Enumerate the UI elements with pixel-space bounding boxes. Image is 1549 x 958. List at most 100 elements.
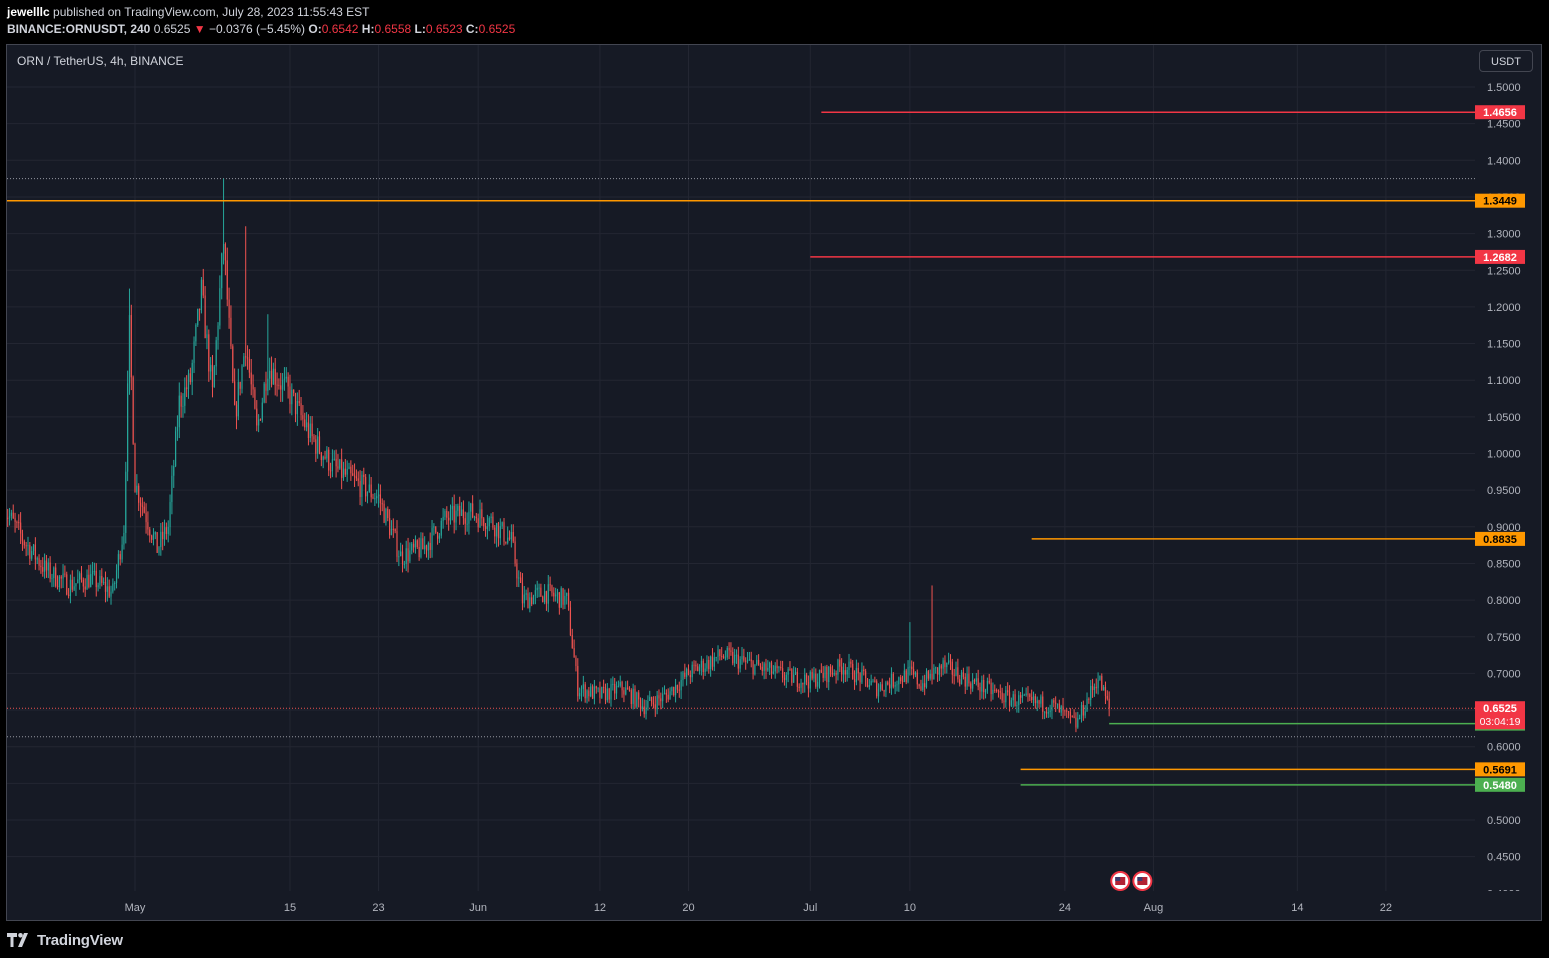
- candle-body: [911, 666, 913, 670]
- candle-body: [949, 660, 952, 662]
- candle-body: [366, 491, 369, 497]
- candle-body: [802, 682, 804, 685]
- candle-body: [468, 511, 470, 524]
- candle-body: [193, 341, 195, 363]
- candle-body: [401, 551, 404, 565]
- candle-body: [108, 586, 110, 597]
- candle-body: [948, 660, 950, 663]
- candle-body: [881, 684, 883, 691]
- candle-body: [865, 671, 867, 679]
- candle-body: [979, 687, 981, 692]
- candle-body: [490, 516, 492, 519]
- candle-body: [1042, 696, 1044, 712]
- candle-body: [84, 586, 86, 590]
- economic-event-icon[interactable]: [1132, 871, 1153, 891]
- author-name[interactable]: jewelllc: [7, 5, 50, 19]
- candle-body: [1029, 694, 1031, 697]
- candle-body: [254, 389, 256, 409]
- candle-body: [853, 679, 856, 683]
- candle-body: [101, 576, 103, 583]
- candle-body: [555, 594, 557, 597]
- candle-body: [315, 439, 317, 454]
- candle-body: [678, 689, 680, 691]
- chart-panel[interactable]: 1.50001.45001.40001.35001.30001.25001.20…: [6, 44, 1542, 921]
- candle-body: [438, 535, 441, 539]
- candle-body: [507, 537, 509, 543]
- candle-body: [656, 695, 658, 710]
- candle-body: [573, 648, 575, 658]
- candle-body: [835, 672, 837, 675]
- candle-body: [418, 547, 420, 558]
- candle-body: [256, 408, 258, 426]
- candle-body: [1021, 695, 1024, 698]
- candle-body: [38, 558, 40, 566]
- candle-body: [1091, 685, 1094, 691]
- candle-body: [601, 686, 603, 698]
- candle-body: [36, 558, 38, 560]
- candle-body: [197, 308, 199, 325]
- last-price-label: 0.6525: [1483, 703, 1517, 715]
- candle-body: [409, 550, 411, 562]
- tradingview-logo-icon: [7, 933, 28, 947]
- candle-body: [667, 694, 669, 700]
- candle-body: [320, 452, 322, 460]
- candle-body: [805, 674, 808, 683]
- candle-body: [1008, 692, 1011, 706]
- candle-body: [77, 579, 79, 584]
- candle-body: [182, 405, 184, 407]
- price-axis: 1.50001.45001.40001.35001.30001.25001.20…: [1475, 45, 1541, 920]
- candle-body: [55, 567, 57, 586]
- candle-body: [579, 692, 581, 697]
- candle-body: [1080, 705, 1083, 718]
- candle-body: [90, 574, 92, 588]
- tradingview-logo[interactable]: TradingView: [7, 930, 123, 950]
- candle-body: [868, 685, 870, 687]
- candle-body: [872, 680, 874, 682]
- candle-body: [691, 664, 693, 678]
- candle-body: [651, 697, 653, 703]
- candle-body: [560, 588, 562, 608]
- candle-body: [634, 688, 636, 707]
- candle-body: [416, 540, 418, 548]
- candle-body: [97, 585, 99, 588]
- price-axis-tick: 0.9000: [1487, 522, 1521, 534]
- candle-body: [174, 431, 177, 467]
- candle-body: [141, 505, 143, 507]
- economic-event-icon[interactable]: [1110, 871, 1131, 891]
- currency-button[interactable]: USDT: [1479, 50, 1533, 72]
- candle-body: [614, 683, 616, 694]
- candle-body: [940, 665, 942, 669]
- candle-body: [45, 560, 48, 571]
- candle-body: [970, 683, 972, 689]
- candle-body: [335, 458, 337, 467]
- candle-body: [53, 567, 55, 579]
- candle-body: [663, 692, 666, 694]
- candle-body: [1093, 686, 1095, 691]
- candle-body: [31, 551, 33, 559]
- candle-body: [431, 527, 433, 550]
- candle-body: [235, 404, 238, 417]
- candle-body: [374, 498, 376, 500]
- candle-body: [735, 654, 738, 656]
- candle-body: [704, 668, 706, 673]
- candle-body: [584, 684, 586, 699]
- candle-body: [815, 673, 817, 687]
- price-axis-tick: 1.5000: [1487, 82, 1521, 94]
- candle-body: [542, 596, 544, 603]
- candle-body: [944, 660, 946, 668]
- candle-body: [346, 468, 348, 475]
- candle-body: [82, 579, 84, 587]
- candle-body: [477, 518, 479, 528]
- candle-body: [855, 667, 857, 683]
- candle-body: [263, 383, 265, 403]
- candle-body: [440, 520, 442, 536]
- candle-body: [684, 672, 686, 677]
- candle-body: [866, 678, 869, 687]
- candle-body: [496, 523, 498, 537]
- candle-body: [577, 666, 579, 697]
- candle-body: [776, 665, 778, 669]
- candle-body: [86, 574, 88, 590]
- candle-body: [706, 659, 708, 669]
- price-chart[interactable]: 1.50001.45001.40001.35001.30001.25001.20…: [7, 45, 1541, 920]
- candle-body: [700, 660, 703, 668]
